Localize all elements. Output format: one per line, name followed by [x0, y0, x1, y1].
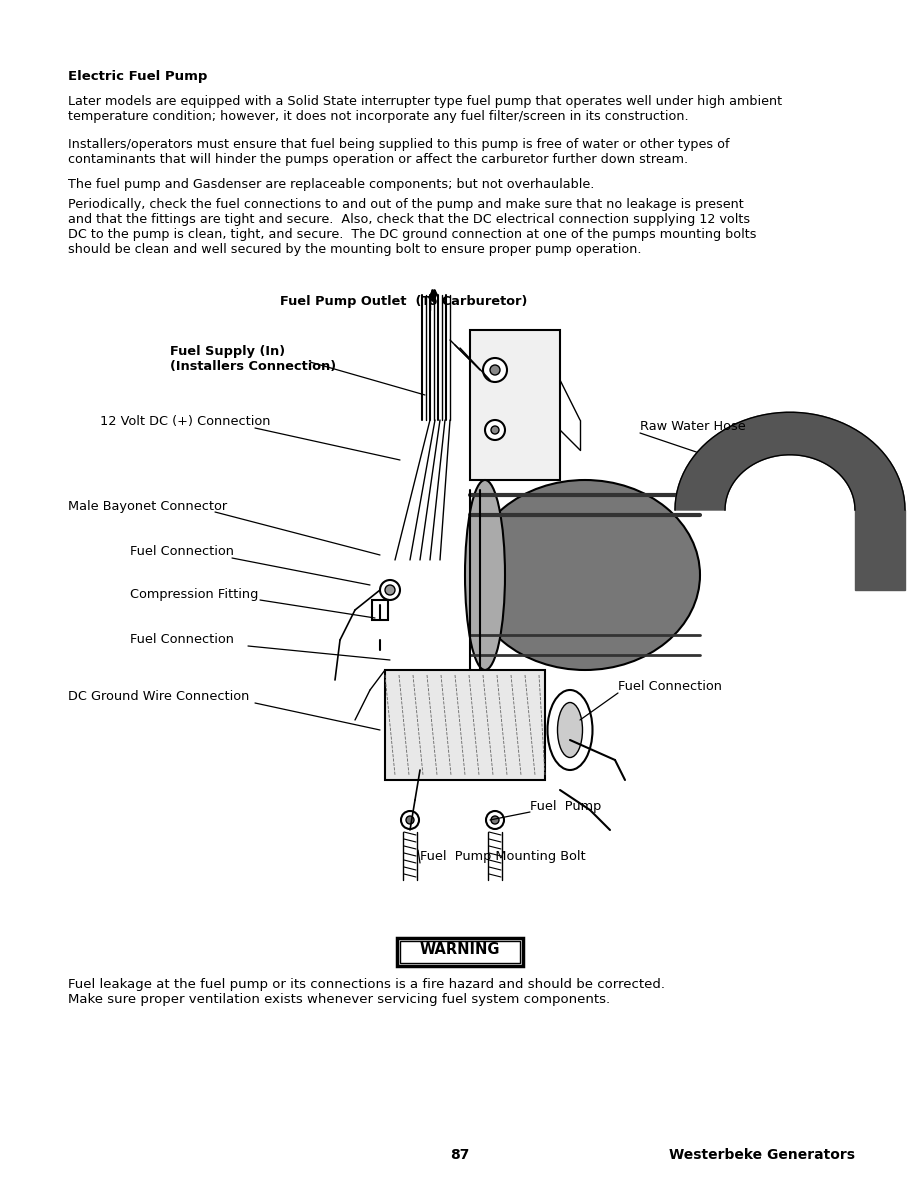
Circle shape	[380, 580, 400, 600]
Circle shape	[491, 426, 498, 434]
Circle shape	[491, 816, 498, 823]
Text: Installers/operators must ensure that fuel being supplied to this pump is free o: Installers/operators must ensure that fu…	[68, 138, 729, 165]
Ellipse shape	[547, 690, 592, 770]
Text: Fuel Connection: Fuel Connection	[130, 633, 233, 646]
Text: Fuel leakage at the fuel pump or its connections is a fire hazard and should be : Fuel leakage at the fuel pump or its con…	[68, 978, 664, 1006]
Ellipse shape	[464, 480, 505, 670]
Ellipse shape	[557, 702, 582, 758]
Text: Male Bayonet Connector: Male Bayonet Connector	[68, 500, 227, 513]
Polygon shape	[675, 412, 904, 511]
Text: Electric Fuel Pump: Electric Fuel Pump	[68, 70, 207, 83]
Polygon shape	[854, 511, 904, 590]
Bar	[470, 330, 560, 480]
Text: 12 Volt DC (+) Connection: 12 Volt DC (+) Connection	[100, 415, 270, 428]
Text: Fuel  Pump Mounting Bolt: Fuel Pump Mounting Bolt	[420, 850, 585, 863]
Text: Raw Water Hose: Raw Water Hose	[640, 420, 745, 433]
Text: 87: 87	[449, 1148, 470, 1161]
Text: Westerbeke Generators: Westerbeke Generators	[668, 1148, 854, 1161]
Circle shape	[384, 585, 394, 595]
Text: DC Ground Wire Connection: DC Ground Wire Connection	[68, 690, 249, 703]
Circle shape	[405, 816, 414, 823]
Circle shape	[490, 365, 499, 375]
Text: WARNING: WARNING	[419, 942, 500, 957]
Text: Fuel  Pump: Fuel Pump	[529, 800, 601, 813]
Text: The fuel pump and Gasdenser are replaceable components; but not overhaulable.: The fuel pump and Gasdenser are replacea…	[68, 178, 594, 192]
Circle shape	[401, 812, 418, 829]
Circle shape	[484, 420, 505, 440]
Circle shape	[482, 358, 506, 382]
Bar	[397, 938, 522, 966]
Text: Later models are equipped with a Solid State interrupter type fuel pump that ope: Later models are equipped with a Solid S…	[68, 95, 781, 123]
Bar	[384, 670, 544, 779]
Text: Fuel Supply (In)
(Installers Connection): Fuel Supply (In) (Installers Connection)	[170, 345, 335, 372]
Text: Periodically, check the fuel connections to and out of the pump and make sure th: Periodically, check the fuel connections…	[68, 198, 755, 256]
Ellipse shape	[470, 480, 699, 670]
Circle shape	[485, 812, 504, 829]
Bar	[400, 941, 519, 963]
Text: Fuel Connection: Fuel Connection	[618, 679, 721, 693]
Text: Fuel Pump Outlet  (To Carburetor): Fuel Pump Outlet (To Carburetor)	[279, 295, 527, 308]
Text: Compression Fitting: Compression Fitting	[130, 588, 258, 601]
Bar	[371, 600, 388, 620]
Text: Fuel Connection: Fuel Connection	[130, 545, 233, 558]
